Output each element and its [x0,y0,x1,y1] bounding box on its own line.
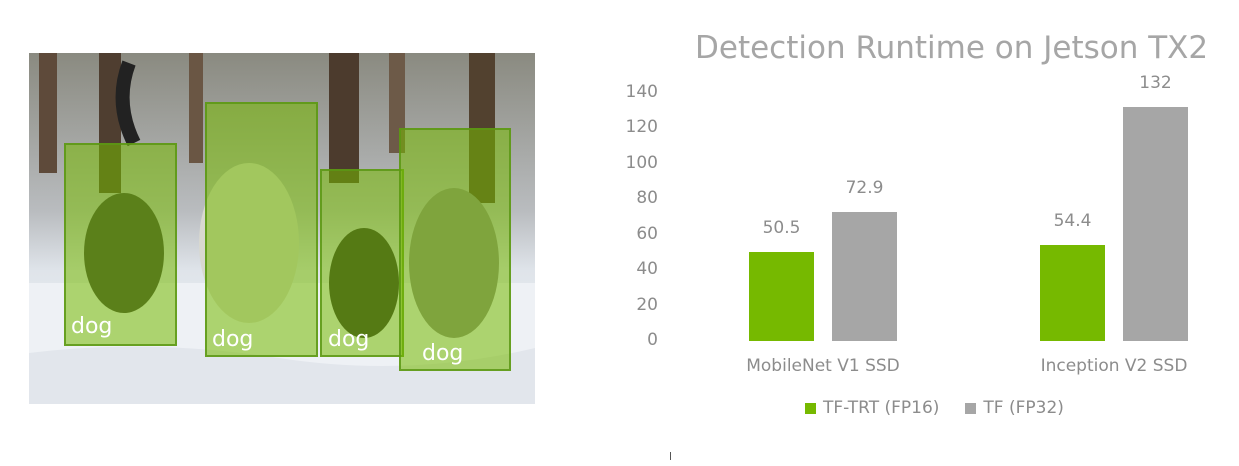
legend: TF-TRT (FP16) TF (FP32) [805,398,1090,418]
legend-item-tf: TF (FP32) [965,398,1064,418]
legend-item-tf-trt: TF-TRT (FP16) [805,398,939,418]
y-tick-label: 100 [625,152,658,173]
data-label: 132 [1139,73,1172,94]
category-label: MobileNet V1 SSD [746,356,900,376]
data-label: 72.9 [845,177,884,198]
data-label: 54.4 [1053,210,1092,231]
y-tick-label: 80 [636,188,658,209]
category-label: Inception V2 SSD [1040,356,1188,376]
chart-title: Detection Runtime on Jetson TX2 [695,30,1209,66]
detection-box-3: dog [320,169,404,357]
legend-swatch-tf-trt [805,402,816,414]
detection-label: dog [212,327,254,352]
legend-label-tf: TF (FP32) [983,398,1064,418]
bar-chart: Detection Runtime on Jetson TX2 0 20 40 60 8… [600,0,1230,466]
y-tick-label: 0 [647,330,658,350]
detection-photo: dog dog dog dog [29,53,535,404]
legend-swatch-tf [965,402,977,414]
y-tick-label: 140 [625,82,658,102]
y-tick-label: 20 [636,294,658,315]
divider-mark [670,452,671,460]
y-tick-label: 60 [636,223,658,244]
bar-tf-trt-1 [749,251,814,341]
y-tick-label: 40 [636,259,658,280]
detection-box-1: dog [64,143,177,346]
legend-label-tf-trt: TF-TRT (FP16) [823,398,940,418]
detection-label: dog [328,327,370,352]
bar-tf-1 [832,211,897,341]
detection-box-4: dog [399,128,511,371]
bar-tf-2 [1123,107,1188,341]
bar-tf-trt-2 [1040,244,1105,341]
y-tick-label: 120 [625,117,658,138]
detection-box-2: dog [205,102,318,357]
data-label: 50.5 [762,217,801,238]
detection-label: dog [71,314,113,339]
detection-label: dog [422,341,464,366]
